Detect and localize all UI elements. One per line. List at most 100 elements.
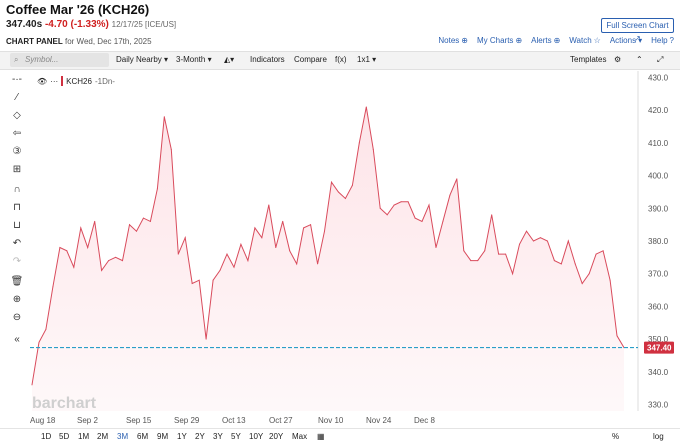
data-point <box>407 201 409 203</box>
lock-icon[interactable]: ⊓ <box>13 202 21 213</box>
collapse-icon[interactable]: ⌃ <box>636 55 643 64</box>
chevron-down-icon: ▾ <box>372 55 377 64</box>
panel-title: CHART PANEL <box>6 37 63 46</box>
timeframe-2y[interactable]: 2Y <box>195 432 205 441</box>
data-point <box>324 230 326 232</box>
data-point <box>233 266 235 268</box>
zoom-out-icon[interactable]: ⊖ <box>12 312 22 323</box>
data-point <box>435 247 437 249</box>
timeframe-bar: % log ▦ 1D 5D 1M 2M 3M 6M 9M 1Y 2Y 3Y 5Y 10Y 20Y Max <box>0 428 680 445</box>
timeframe-6m[interactable]: 6M <box>137 432 149 441</box>
undo-icon[interactable]: ↶ <box>12 238 22 249</box>
timeframe-2m[interactable]: 2M <box>97 432 109 441</box>
log-toggle[interactable]: log <box>653 432 664 441</box>
trash-icon[interactable]: 🗑 <box>10 276 24 287</box>
y-tick-label: 430.0 <box>648 74 669 83</box>
number-tool-icon[interactable]: ③ <box>12 146 22 157</box>
help-icon: ? <box>669 36 674 45</box>
layout-label: 1x1 <box>357 55 370 64</box>
data-point <box>581 283 583 284</box>
arrow-tool-icon[interactable]: ⇦ <box>12 128 22 139</box>
interval-dropdown[interactable]: Daily Nearby ▾ <box>116 55 168 64</box>
calendar-icon[interactable]: ▦ <box>317 432 325 441</box>
settings-gear-icon[interactable]: ⚙ <box>614 55 622 64</box>
data-point <box>546 240 548 242</box>
timeframe-10y[interactable]: 10Y <box>249 432 264 441</box>
data-point <box>421 220 423 222</box>
header-links: Notes ⊕ My Charts ⊕ Alerts ⊕ Watch ☆ Actions… <box>438 36 674 45</box>
quote-line: 347.40s -4.70 (-1.33%) 12/17/25 [ICE/US] <box>6 19 176 30</box>
timeframe-3y[interactable]: 3Y <box>213 432 223 441</box>
data-point <box>351 184 353 186</box>
price-chart[interactable]: 330.0 340.0 350.0 360.0 370.0 380.0 390.0 400.0… <box>30 71 680 427</box>
measure-tool-icon[interactable]: ⊞ <box>12 164 22 175</box>
zoom-in-icon[interactable]: ⊕ <box>12 294 22 305</box>
fullscreen-chart-button[interactable]: Full Screen Chart ↗ <box>601 18 674 43</box>
actions-menu[interactable]: Actions ▾ <box>610 36 642 45</box>
watch-link[interactable]: Watch ☆ <box>569 36 601 45</box>
timeframe-1y[interactable]: 1Y <box>177 432 187 441</box>
timeframe-max[interactable]: Max <box>292 432 308 441</box>
quote-meta: 12/17/25 [ICE/US] <box>111 20 177 29</box>
data-point <box>275 247 277 249</box>
fullscreen-label: Full Screen Chart <box>606 21 669 30</box>
alerts-link[interactable]: Alerts ⊕ <box>531 36 560 45</box>
last-price-label: 347.40 <box>647 344 672 353</box>
data-point <box>393 204 395 206</box>
data-point <box>254 227 256 229</box>
indicators-button[interactable]: Indicators <box>250 55 285 64</box>
chart-legend: 👁 ··· KCH26 -1Dn- <box>37 76 115 86</box>
magnet-icon[interactable]: ∩ <box>13 184 21 195</box>
data-point <box>539 237 541 239</box>
chevron-down-icon: ▾ <box>207 55 212 64</box>
legend-interval: -1Dn- <box>94 76 115 86</box>
symbol-search-input[interactable]: ⌕ Symbol... <box>10 53 109 67</box>
data-point <box>212 279 214 281</box>
fullscreen-icon[interactable]: ⤢ <box>657 55 664 64</box>
function-button[interactable]: f(x) <box>335 55 347 64</box>
timeframe-5d[interactable]: 5D <box>59 432 70 441</box>
data-point <box>317 263 319 265</box>
data-point <box>553 260 555 262</box>
shape-tool-icon[interactable]: ◇ <box>13 110 21 121</box>
percent-toggle[interactable]: % <box>612 432 620 441</box>
data-point <box>163 116 165 118</box>
x-tick-label: Dec 8 <box>414 416 435 425</box>
timeframe-1m[interactable]: 1M <box>78 432 90 441</box>
timeframe-20y[interactable]: 20Y <box>269 432 284 441</box>
compare-button[interactable]: Compare <box>294 55 327 64</box>
data-point <box>135 230 137 232</box>
layout-dropdown[interactable]: 1x1 ▾ <box>357 55 376 64</box>
data-point <box>532 240 534 242</box>
trendline-tool-icon[interactable]: ⁄ <box>16 92 18 103</box>
data-point <box>59 247 61 249</box>
crosshair-tool-icon[interactable]: -·- <box>12 74 22 85</box>
range-dropdown[interactable]: 3-Month ▾ <box>176 55 212 64</box>
eye-icon[interactable]: 👁 <box>37 76 48 86</box>
x-tick-label: Sep 29 <box>174 416 200 425</box>
redo-icon[interactable]: ↷ <box>12 256 22 267</box>
timeframe-1d[interactable]: 1D <box>41 432 52 441</box>
y-tick-label: 370.0 <box>648 270 669 279</box>
timeframe-5y[interactable]: 5Y <box>231 432 241 441</box>
data-point <box>574 263 576 265</box>
data-point <box>45 328 47 330</box>
data-point <box>129 224 131 226</box>
data-point <box>484 250 486 252</box>
chart-type-button[interactable]: ◭▾ <box>224 55 234 64</box>
data-point <box>519 243 521 245</box>
price-change: -4.70 (-1.33%) <box>44 19 109 30</box>
notes-link[interactable]: Notes ⊕ <box>438 36 468 45</box>
timeframe-3m[interactable]: 3M <box>117 432 129 441</box>
range-label: 3-Month <box>176 55 206 64</box>
timeframe-9m[interactable]: 9M <box>157 432 169 441</box>
templates-button[interactable]: Templates <box>570 55 607 64</box>
collapse-toolbar-icon[interactable]: « <box>14 334 20 345</box>
data-point <box>477 260 479 262</box>
more-icon[interactable]: ··· <box>50 76 59 86</box>
data-point <box>400 201 402 203</box>
my-charts-link[interactable]: My Charts ⊕ <box>477 36 522 45</box>
data-point <box>73 266 75 268</box>
unlock-icon[interactable]: ⊔ <box>13 220 21 231</box>
help-link[interactable]: Help? <box>651 36 674 45</box>
